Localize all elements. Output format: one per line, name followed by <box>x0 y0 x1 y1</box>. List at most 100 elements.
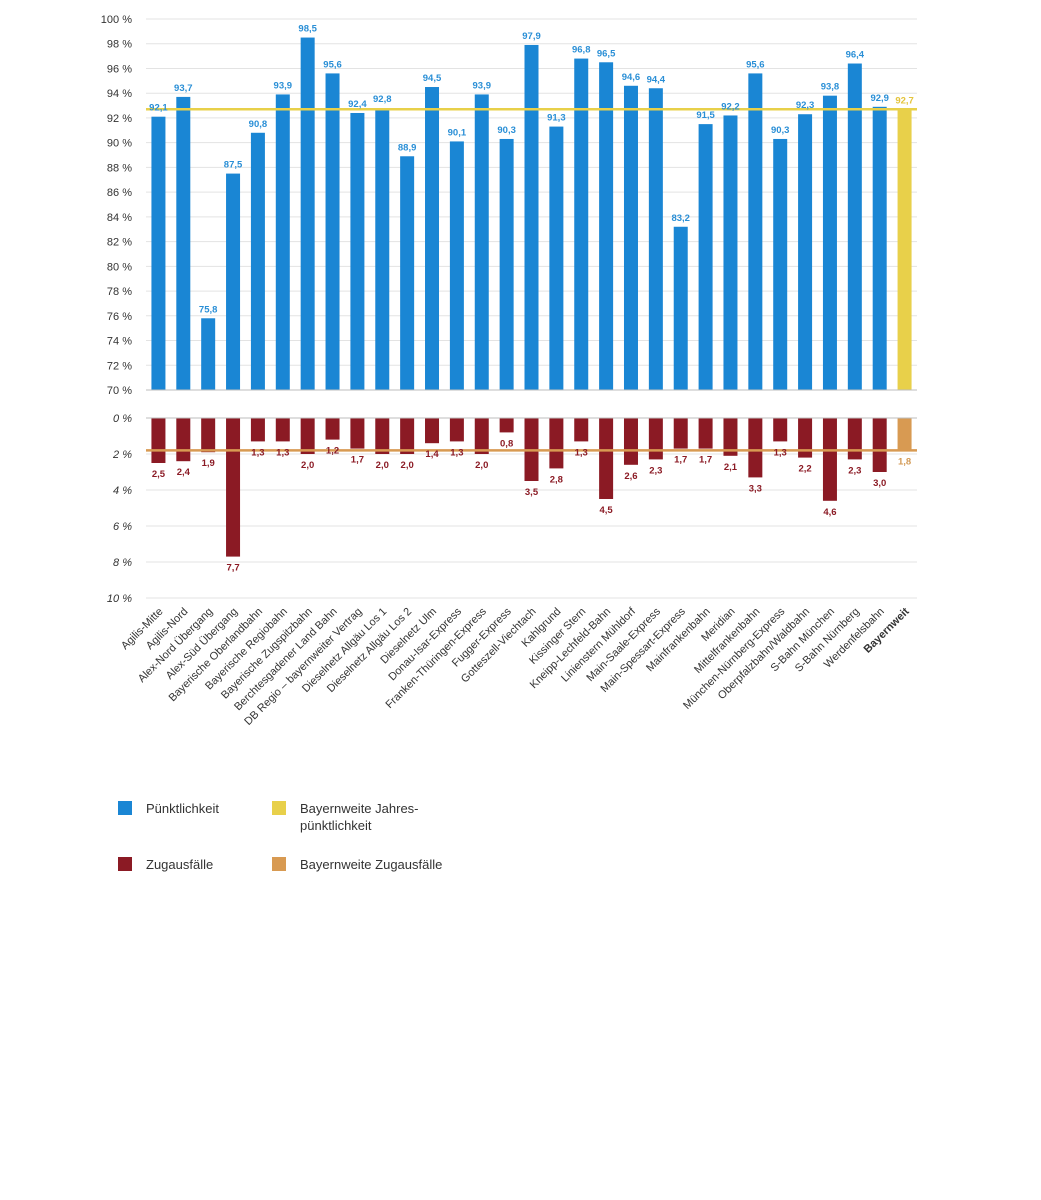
punctuality-bar <box>673 226 688 390</box>
cancellation-value-label: 3,0 <box>873 478 886 489</box>
top-y-tick-label: 94 % <box>107 88 132 100</box>
bottom-y-tick-label: 4 % <box>113 485 132 497</box>
punctuality-value-label: 93,9 <box>473 80 492 91</box>
cancellation-bar <box>623 418 638 465</box>
punctuality-bar <box>375 108 390 390</box>
cancellation-bar <box>748 418 763 478</box>
punctuality-value-label: 92,2 <box>721 101 740 112</box>
punctuality-bar <box>847 63 862 391</box>
punctuality-value-label: 95,6 <box>323 59 342 70</box>
legend-label-bayern-cancellation: Bayernweite Zugausfälle <box>300 857 443 872</box>
legend-swatch-cancellation <box>118 857 132 871</box>
cancellation-bar <box>176 418 191 462</box>
top-y-tick-label: 100 % <box>101 14 132 26</box>
top-y-axis: 70 % 72 % 74 % 76 % 78 % 80 % 82 % 84 % 86 % 88 %… <box>101 14 132 397</box>
top-y-tick-label: 80 % <box>107 261 132 273</box>
cancellation-bar <box>673 418 688 449</box>
punctuality-bar <box>574 58 589 390</box>
punctuality-bar <box>250 132 265 391</box>
punctuality-bar <box>350 112 365 390</box>
cancellation-value-label: 1,4 <box>425 449 439 460</box>
cancellation-value-label: 4,5 <box>600 505 614 516</box>
punctuality-bar <box>723 115 738 391</box>
cancellation-bar <box>151 418 166 463</box>
punctuality-value-label: 96,4 <box>846 50 865 61</box>
top-y-tick-label: 96 % <box>107 63 132 75</box>
top-y-tick-label: 92 % <box>107 113 132 125</box>
cancellation-bar <box>897 418 912 451</box>
top-y-tick-label: 98 % <box>107 39 132 51</box>
punctuality-value-label: 90,1 <box>448 127 467 138</box>
punctuality-bar <box>748 73 763 390</box>
punctuality-bar <box>300 37 315 391</box>
cancellation-value-label: 1,3 <box>450 447 463 458</box>
punctuality-value-label: 93,7 <box>174 83 193 94</box>
punctuality-bars <box>151 37 912 391</box>
cancellation-value-label: 1,8 <box>898 456 911 467</box>
punctuality-value-labels: 92,1 93,7 75,8 87,5 90,8 93,9 98,5 95,6 92,4 92,8… <box>149 24 914 316</box>
punctuality-value-label: 90,3 <box>497 125 516 136</box>
punctuality-bar <box>449 141 464 390</box>
cancellation-value-label: 2,0 <box>401 460 414 471</box>
cancellation-value-label: 2,0 <box>475 460 488 471</box>
punctuality-value-label: 91,5 <box>696 110 715 121</box>
cancellation-bar <box>250 418 265 442</box>
reference-lines <box>146 108 917 452</box>
cancellation-bar <box>275 418 290 442</box>
cancellation-value-label: 3,3 <box>749 483 762 494</box>
cancellation-bar <box>872 418 887 472</box>
punctuality-value-label: 94,6 <box>622 72 641 83</box>
punctuality-bar <box>400 156 415 390</box>
cancellation-bar <box>499 418 514 433</box>
punctuality-bar <box>773 138 788 390</box>
cancellation-value-label: 2,0 <box>376 460 389 471</box>
punctuality-bar <box>201 318 216 390</box>
axis-lines <box>146 389 917 419</box>
cancellation-bar <box>574 418 589 442</box>
cancellation-bar <box>549 418 564 469</box>
punctuality-bar <box>226 173 241 390</box>
cancellation-bar <box>449 418 464 442</box>
cancellation-bar <box>425 418 440 444</box>
punctuality-bar <box>499 138 514 390</box>
cancellation-value-label: 2,3 <box>649 465 662 476</box>
legend-swatch-bayern-punctuality <box>272 801 286 815</box>
cancellation-value-label: 2,6 <box>624 471 637 482</box>
cancellation-bar <box>599 418 614 499</box>
punctuality-bar <box>325 73 340 390</box>
top-y-tick-label: 84 % <box>107 212 132 224</box>
legend-label-cancellation: Zugausfälle <box>146 857 214 872</box>
punctuality-value-label: 87,5 <box>224 160 243 171</box>
bottom-y-tick-label: 0 % <box>113 413 132 425</box>
punctuality-value-label: 94,5 <box>423 73 442 84</box>
legend-item-bayern-cancellation: Bayernweite Zugausfälle <box>272 856 460 873</box>
cancellation-bar <box>201 418 216 453</box>
legend: Pünktlichkeit Bayernweite Jahres-pünktli… <box>118 800 718 920</box>
top-y-tick-label: 82 % <box>107 237 132 249</box>
punctuality-value-label: 96,5 <box>597 48 616 59</box>
legend-label-bayern-punctuality: Bayernweite Jahres-pünktlichkeit <box>300 801 419 833</box>
punctuality-value-label: 92,7 <box>895 95 914 106</box>
cancellation-value-label: 2,2 <box>798 464 811 475</box>
punctuality-value-label: 96,8 <box>572 45 591 56</box>
punctuality-bar <box>176 96 191 390</box>
punctuality-value-label: 90,8 <box>249 119 268 130</box>
top-y-tick-label: 70 % <box>107 385 132 397</box>
cancellation-value-label: 7,7 <box>226 563 239 574</box>
punctuality-value-label: 92,9 <box>870 93 889 104</box>
punctuality-bar <box>474 94 489 390</box>
punctuality-bar <box>151 116 166 391</box>
punctuality-bar <box>549 126 564 390</box>
cancellation-bar <box>723 418 738 456</box>
punctuality-value-label: 92,1 <box>149 103 168 114</box>
bottom-y-tick-label: 2 % <box>112 449 132 461</box>
punctuality-value-label: 93,8 <box>821 82 840 93</box>
cancellation-value-label: 2,5 <box>152 469 166 480</box>
punctuality-value-label: 97,9 <box>522 31 541 42</box>
punctuality-value-label: 90,3 <box>771 125 790 136</box>
cancellation-bar <box>648 418 663 460</box>
punctuality-value-label: 98,5 <box>298 24 317 35</box>
punctuality-value-label: 88,9 <box>398 142 417 153</box>
cancellation-bars <box>151 418 912 557</box>
